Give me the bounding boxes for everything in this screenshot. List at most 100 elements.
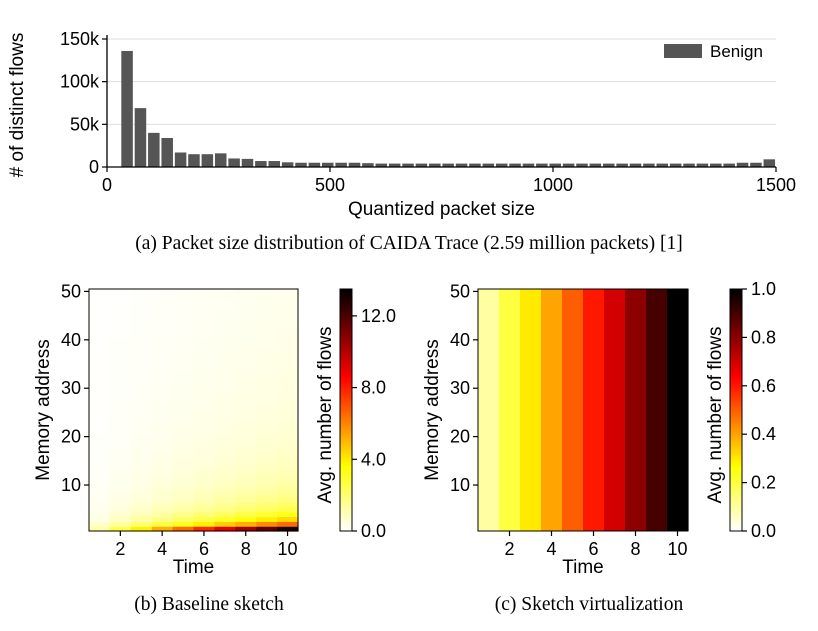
heatmap-cell <box>256 482 278 489</box>
heatmap-cell <box>277 395 299 401</box>
heatmap-cell <box>277 439 299 445</box>
colorbar-segment <box>730 502 742 506</box>
colorbar-segment <box>730 311 742 314</box>
heatmap-cell <box>130 501 153 508</box>
colorbar-label: Avg. number of flows <box>705 326 726 503</box>
heatmap-cell <box>256 468 278 474</box>
colorbar-segment <box>340 438 352 441</box>
heatmap-cell <box>235 439 257 445</box>
heatmap-cell <box>151 356 174 363</box>
heatmap-cell <box>109 293 132 300</box>
bar <box>388 163 401 167</box>
colorbar-segment <box>340 307 352 310</box>
heatmap-cell <box>89 526 111 532</box>
heatmap-cell <box>235 410 257 416</box>
heatmap-cell <box>130 521 153 527</box>
heatmap-cell <box>89 356 111 363</box>
colorbar-segment <box>730 355 742 359</box>
heatmap-cell <box>151 477 174 484</box>
heatmap-cell <box>277 322 299 329</box>
heatmap-cell <box>130 361 153 368</box>
colorbar-segment <box>730 460 742 463</box>
colorbar-segment <box>730 426 742 429</box>
colorbar-segment <box>340 301 352 304</box>
colorbar-segment <box>340 526 352 530</box>
colorbar-segment <box>340 379 352 383</box>
y-axis-label: Memory address <box>33 339 54 481</box>
heatmap-cell <box>256 511 278 518</box>
colorbar-segment <box>340 466 352 469</box>
colorbar-segment <box>340 337 352 340</box>
heatmap-cell <box>214 439 236 445</box>
colorbar-segment <box>340 492 352 496</box>
heatmap-cell <box>109 332 132 338</box>
bar <box>509 163 521 167</box>
colorbar-segment <box>730 299 742 302</box>
y-tick-label: 50 <box>61 281 81 301</box>
heatmap-cell <box>256 342 278 348</box>
colorbar-segment <box>730 442 742 445</box>
y-tick-label: 50 <box>450 281 470 301</box>
heatmap-cell <box>172 439 195 445</box>
colorbar-segment <box>730 434 742 437</box>
heatmap-cell <box>172 458 195 464</box>
heatmap-cell <box>214 400 236 406</box>
colorbar-segment <box>730 514 742 518</box>
heatmap-cell <box>214 313 236 319</box>
colorbar-segment <box>340 399 352 403</box>
heatmap-column <box>499 289 521 531</box>
heatmap-cell <box>235 463 257 469</box>
colorbar-segment <box>730 303 742 306</box>
heatmap-cell <box>89 477 111 484</box>
heatmap-cell <box>214 342 236 348</box>
y-tick-label: 30 <box>450 378 470 398</box>
colorbar-segment <box>730 295 742 298</box>
heatmap-cell <box>214 414 236 421</box>
bar <box>348 162 361 167</box>
heatmap-cell <box>193 308 215 314</box>
heatmap-cell <box>193 511 215 518</box>
bar <box>522 163 535 167</box>
y-axis-ticks: 0 50k 100k 150k <box>60 29 107 177</box>
colorbar-segment <box>730 393 742 397</box>
heatmap-cell <box>235 337 257 343</box>
bar <box>455 163 468 167</box>
heatmap-cell <box>130 497 153 503</box>
heatmap-cell <box>130 390 153 397</box>
colorbar-segment <box>730 482 742 486</box>
heatmap-cell <box>109 342 132 348</box>
heatmap-cell <box>214 443 236 450</box>
colorbar-segment <box>340 357 352 361</box>
heatmap-column <box>478 289 500 531</box>
x-tick-label: 8 <box>241 539 251 559</box>
colorbar-segment <box>340 321 352 324</box>
heatmap-cell <box>214 526 236 532</box>
heatmap-cell <box>277 463 299 469</box>
colorbar-segment <box>730 335 742 338</box>
y-tick-label: 40 <box>61 330 81 350</box>
heatmap-cell <box>89 463 111 469</box>
heatmap-cell <box>277 424 299 430</box>
heatmap-cell <box>277 376 299 382</box>
colorbar-segment <box>340 516 352 520</box>
colorbar-segment <box>340 317 352 320</box>
colorbar-segment <box>340 434 352 437</box>
heatmap-cell <box>193 463 215 469</box>
y-axis-ticks: 10 20 30 40 50 <box>450 281 478 495</box>
heatmap-cell <box>256 424 278 430</box>
colorbar-segment <box>730 498 742 502</box>
histogram-chart: 0 500 1000 1500 0 50k 100k 150k Quantized pack… <box>7 29 796 254</box>
heatmap-cell <box>193 342 215 348</box>
colorbar-segment <box>340 454 352 457</box>
heatmap-cell <box>89 308 111 314</box>
colorbar-segment <box>730 329 742 332</box>
colorbar-segment <box>730 399 742 403</box>
heatmap-cell <box>89 443 111 450</box>
colorbar-segment <box>730 500 742 504</box>
heatmap-cell <box>235 468 257 474</box>
bar <box>562 163 575 167</box>
heatmap-cell <box>89 342 111 348</box>
bar <box>429 163 441 167</box>
heatmap-column <box>604 289 626 531</box>
colorbar-segment <box>340 401 352 405</box>
